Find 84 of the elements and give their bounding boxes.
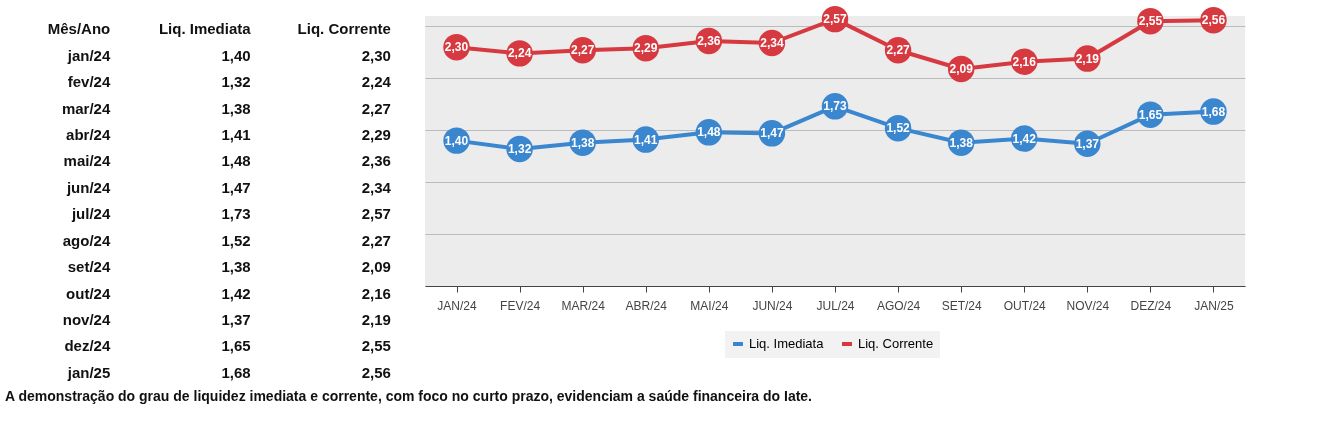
text: 2,27: [361, 231, 391, 249]
text: mai/24: [63, 152, 111, 170]
text: 2,55: [361, 337, 391, 355]
data-label: 2,57: [823, 12, 847, 27]
text: nov/24: [62, 310, 111, 328]
x-tick-label: JAN/24: [437, 298, 478, 313]
text: Liq. Corrente: [297, 20, 391, 38]
text: 2,30: [361, 46, 391, 64]
data-label: 1,47: [760, 126, 784, 141]
x-tick-label: FEV/24: [500, 298, 541, 313]
text: 1,38: [221, 99, 251, 117]
text: mar/24: [61, 99, 111, 117]
x-tick-label: DEZ/24: [1130, 298, 1172, 313]
text: Mês/Ano: [47, 20, 111, 38]
text: 1,52: [221, 231, 251, 249]
text: jul/24: [70, 205, 111, 223]
text: 1,68: [221, 363, 251, 381]
text: abr/24: [66, 125, 111, 143]
text: A demonstração do grau de liquidez imediata e corrente, com foco no curto prazo, evidenciam a saúde financeira do Iate.: [5, 388, 813, 404]
x-tick-label: SET/24: [941, 298, 982, 313]
data-label: 1,48: [697, 125, 721, 140]
text: 2,09: [361, 258, 391, 276]
data-label: 2,36: [697, 33, 721, 48]
x-tick-label: JAN/25: [1194, 298, 1234, 313]
text: 1,41: [221, 125, 251, 143]
x-tick-label: OUT/24: [1003, 298, 1047, 313]
data-label: 1,52: [886, 121, 911, 136]
x-tick-label: JUN/24: [752, 298, 793, 313]
data-label: 1,32: [507, 141, 532, 156]
x-tick-label: MAR/24: [561, 298, 606, 313]
text: 1,47: [221, 178, 251, 196]
text: 2,57: [361, 205, 391, 223]
data-label: 1,37: [1075, 136, 1100, 151]
text: 1,40: [221, 46, 251, 64]
data-label: 2,24: [507, 46, 532, 61]
data-label: 1,73: [823, 99, 847, 114]
data-label: 1,42: [1012, 131, 1037, 146]
data-label: 2,56: [1201, 13, 1226, 28]
data-label: 1,65: [1138, 107, 1163, 122]
text: 2,56: [361, 363, 391, 381]
text: 1,48: [221, 152, 251, 170]
text: Liq. Imediata: [158, 20, 252, 38]
x-tick-label: ABR/24: [625, 298, 668, 313]
data-label: 2,09: [949, 61, 974, 76]
text: fev/24: [67, 73, 111, 91]
text: set/24: [67, 258, 111, 276]
text: 2,16: [361, 284, 391, 302]
text: 2,19: [361, 310, 391, 328]
data-label: 1,38: [949, 135, 974, 150]
data-label: 2,27: [886, 43, 911, 58]
text: ago/24: [62, 231, 111, 249]
text: 2,29: [361, 125, 391, 143]
data-label: 2,55: [1138, 14, 1163, 29]
data-label: 2,29: [634, 41, 658, 56]
text: out/24: [66, 284, 111, 302]
data-label: 1,41: [634, 132, 658, 147]
text: 2,24: [361, 73, 392, 91]
data-label: 2,30: [444, 40, 469, 55]
data-label: 2,34: [760, 36, 784, 50]
text: 1,38: [221, 258, 251, 276]
legend-label: Liq. Imediata: [749, 336, 825, 351]
text: 1,42: [221, 284, 251, 302]
data-label: 2,16: [1012, 54, 1037, 69]
x-tick-label: JUL/24: [816, 298, 855, 313]
x-tick-label: MAI/24: [690, 298, 729, 313]
data-label: 1,38: [571, 135, 595, 150]
text: dez/24: [64, 337, 111, 355]
text: jan/24: [66, 46, 111, 64]
data-label: 1,68: [1201, 104, 1226, 119]
text: 1,73: [221, 205, 251, 223]
text: jun/24: [65, 178, 111, 196]
data-label: 2,27: [571, 43, 595, 58]
x-tick-label: NOV/24: [1066, 298, 1110, 313]
text: 1,65: [221, 337, 251, 355]
text: 2,27: [361, 99, 391, 117]
data-label: 2,19: [1075, 51, 1100, 66]
legend-label: Liq. Corrente: [858, 336, 934, 351]
text: 2,34: [361, 178, 392, 196]
data-label: 1,40: [444, 133, 469, 148]
text: jan/25: [66, 363, 111, 381]
text: 1,37: [221, 310, 251, 328]
x-tick-label: AGO/24: [876, 298, 921, 313]
text: 1,32: [221, 73, 251, 91]
text: 2,36: [361, 152, 391, 170]
